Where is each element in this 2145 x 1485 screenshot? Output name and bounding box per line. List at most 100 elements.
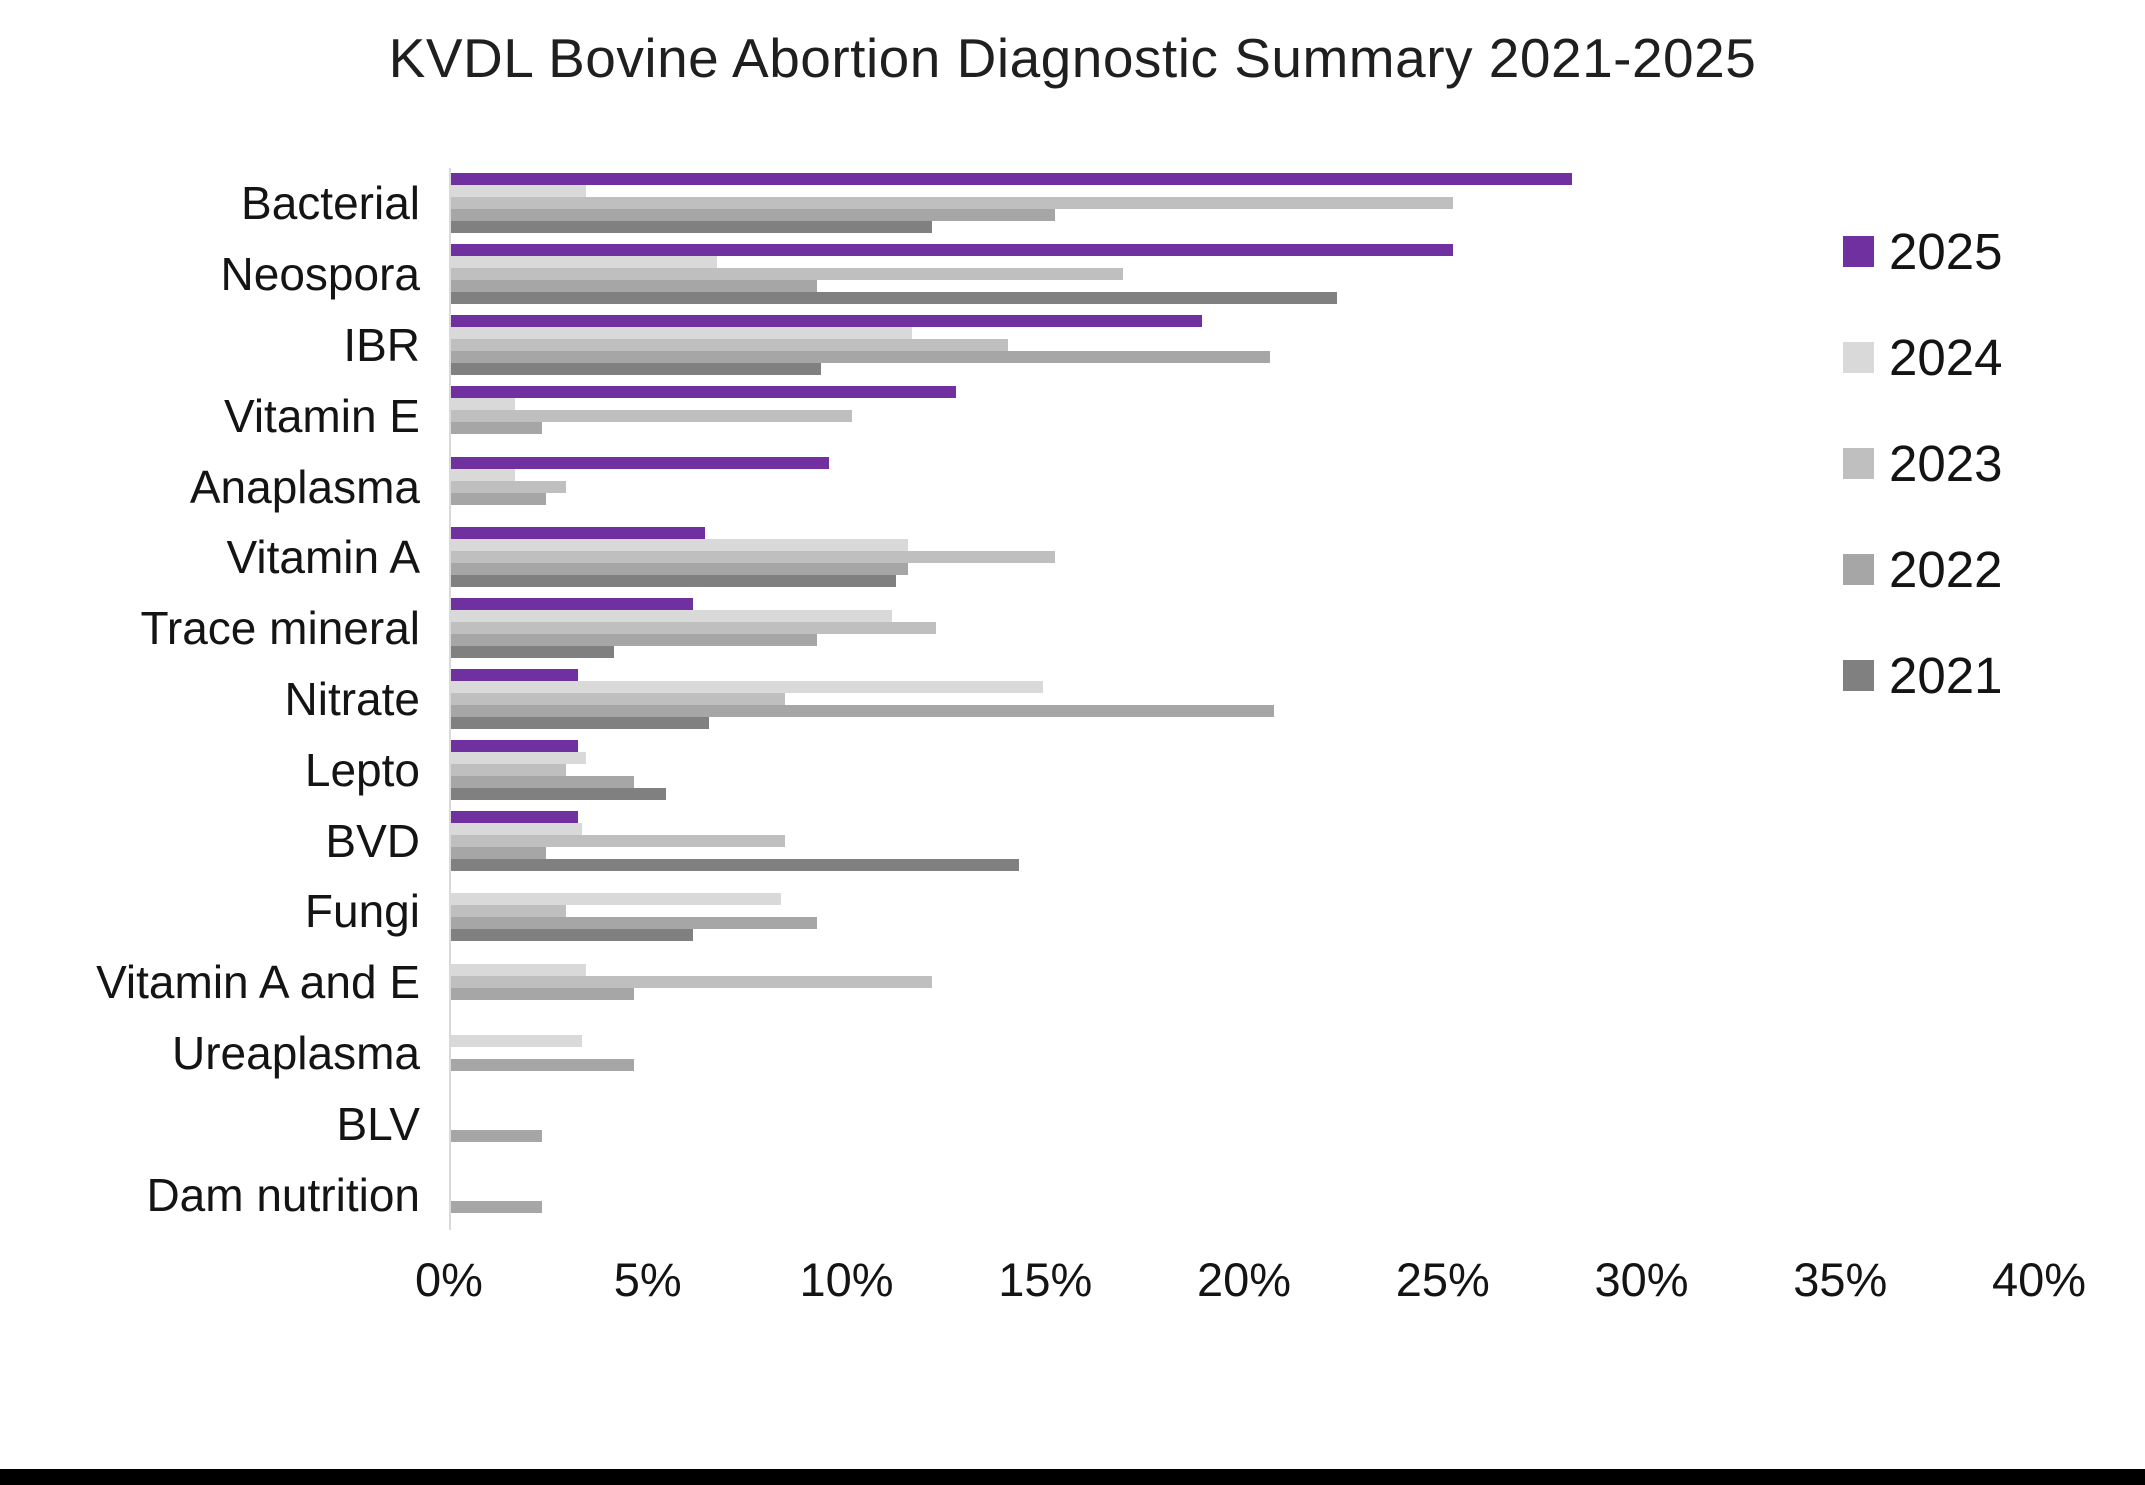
bar-2021: [451, 292, 1338, 305]
bar-2022: [451, 775, 634, 788]
bar-2022: [451, 563, 909, 576]
legend-label: 2024: [1889, 329, 2003, 386]
category-bar-group: [451, 522, 2041, 593]
bar-2022: [451, 280, 817, 293]
bar-2024: [451, 326, 913, 339]
bar-2023: [451, 976, 932, 989]
category-label: Neospora: [220, 248, 420, 301]
bar-2022: [451, 917, 817, 930]
bar-2023: [451, 197, 1453, 210]
x-axis-tick-label: 5%: [613, 1253, 682, 1306]
legend-item-2023: 2023: [1843, 434, 2002, 493]
category-label: Vitamin A and E: [96, 956, 420, 1009]
legend-item-2024: 2024: [1843, 328, 2002, 387]
legend-swatch-icon: [1843, 554, 1874, 585]
legend-swatch-icon: [1843, 342, 1874, 373]
category-label: Ureaplasma: [172, 1026, 420, 1079]
bar-2022: [451, 1129, 543, 1142]
bar-2021: [451, 929, 694, 942]
category-bar-group: [451, 876, 2041, 947]
bar-2023: [451, 409, 853, 422]
bar-2025: [451, 385, 956, 398]
category-bar-group: [451, 947, 2041, 1018]
bar-2025: [451, 668, 579, 681]
legend-label: 2023: [1889, 435, 2003, 492]
bar-2024: [451, 680, 1044, 693]
bar-2024: [451, 610, 893, 623]
y-axis-labels: Bacterial Neospora IBR Vitamin E Anaplasma Vi…: [0, 168, 420, 1230]
legend-label: 2022: [1889, 541, 2003, 598]
legend-label: 2021: [1889, 647, 2003, 704]
bar-2022: [451, 350, 1270, 363]
bar-2024: [451, 893, 781, 906]
category-label: Vitamin A: [226, 531, 420, 584]
legend-item-2021: 2021: [1843, 646, 2002, 705]
bottom-black-bar: [0, 1469, 2145, 1485]
category-label: Trace mineral: [140, 602, 420, 655]
x-axis-tick-label: 15%: [998, 1253, 1093, 1306]
bar-2025: [451, 314, 1203, 327]
x-axis-tick-label: 30%: [1594, 1253, 1689, 1306]
bar-2022: [451, 1058, 634, 1071]
bar-2024: [451, 1034, 583, 1047]
category-bar-group: [451, 664, 2041, 735]
category-bar-group: [451, 1018, 2041, 1089]
bar-2024: [451, 185, 587, 198]
bar-2025: [451, 810, 579, 823]
category-bar-group: [451, 1159, 2041, 1230]
category-bar-group: [451, 1088, 2041, 1159]
x-axis-tick-label: 20%: [1196, 1253, 1292, 1306]
bar-2023: [451, 338, 1008, 351]
category-bar-group: [451, 805, 2041, 876]
bar-2021: [451, 221, 932, 234]
category-label: Nitrate: [284, 672, 420, 725]
bar-2024: [451, 397, 515, 410]
legend-swatch-icon: [1843, 660, 1874, 691]
bar-2024: [451, 964, 587, 977]
bar-2021: [451, 787, 666, 800]
bar-2022: [451, 421, 543, 434]
category-label: Anaplasma: [189, 460, 420, 513]
bar-2023: [451, 763, 567, 776]
bar-2023: [451, 551, 1056, 564]
bar-2023: [451, 480, 567, 493]
category-label: Bacterial: [241, 177, 420, 230]
category-label: Dam nutrition: [146, 1168, 420, 1221]
bar-2023: [451, 905, 567, 918]
bar-2024: [451, 539, 909, 552]
bar-2022: [451, 209, 1056, 222]
bar-2021: [451, 858, 1020, 871]
category-bar-group: [451, 310, 2041, 381]
bar-2022: [451, 846, 547, 859]
bar-2025: [451, 527, 706, 540]
bar-2022: [451, 634, 817, 647]
plot-area: [449, 168, 2041, 1230]
bar-2023: [451, 268, 1123, 281]
legend-item-2022: 2022: [1843, 540, 2002, 599]
x-axis-tick-label: 35%: [1793, 1253, 1888, 1306]
legend-swatch-icon: [1843, 236, 1874, 267]
x-axis-tick-label: 40%: [1991, 1253, 2087, 1306]
category-bar-group: [451, 593, 2041, 664]
x-axis-tick-label: 25%: [1395, 1253, 1490, 1306]
bar-2025: [451, 739, 579, 752]
bar-2021: [451, 362, 821, 375]
category-label: Lepto: [304, 743, 420, 796]
bar-2022: [451, 988, 634, 1001]
bar-2024: [451, 751, 587, 764]
category-label: IBR: [343, 318, 420, 371]
legend: 2025 2024 2023 2022 2021: [1843, 222, 2002, 705]
bar-2025: [451, 244, 1453, 257]
legend-label: 2025: [1889, 223, 2003, 280]
bar-2025: [451, 598, 694, 611]
category-bar-group: [451, 451, 2041, 522]
bar-2024: [451, 822, 583, 835]
bar-2023: [451, 622, 936, 635]
bar-2022: [451, 704, 1274, 717]
bar-2025: [451, 456, 829, 469]
x-axis-tick-label: 10%: [799, 1253, 894, 1306]
bar-2021: [451, 646, 614, 659]
legend-item-2025: 2025: [1843, 222, 2002, 281]
category-label: BVD: [325, 814, 420, 867]
category-label: Vitamin E: [223, 389, 420, 442]
